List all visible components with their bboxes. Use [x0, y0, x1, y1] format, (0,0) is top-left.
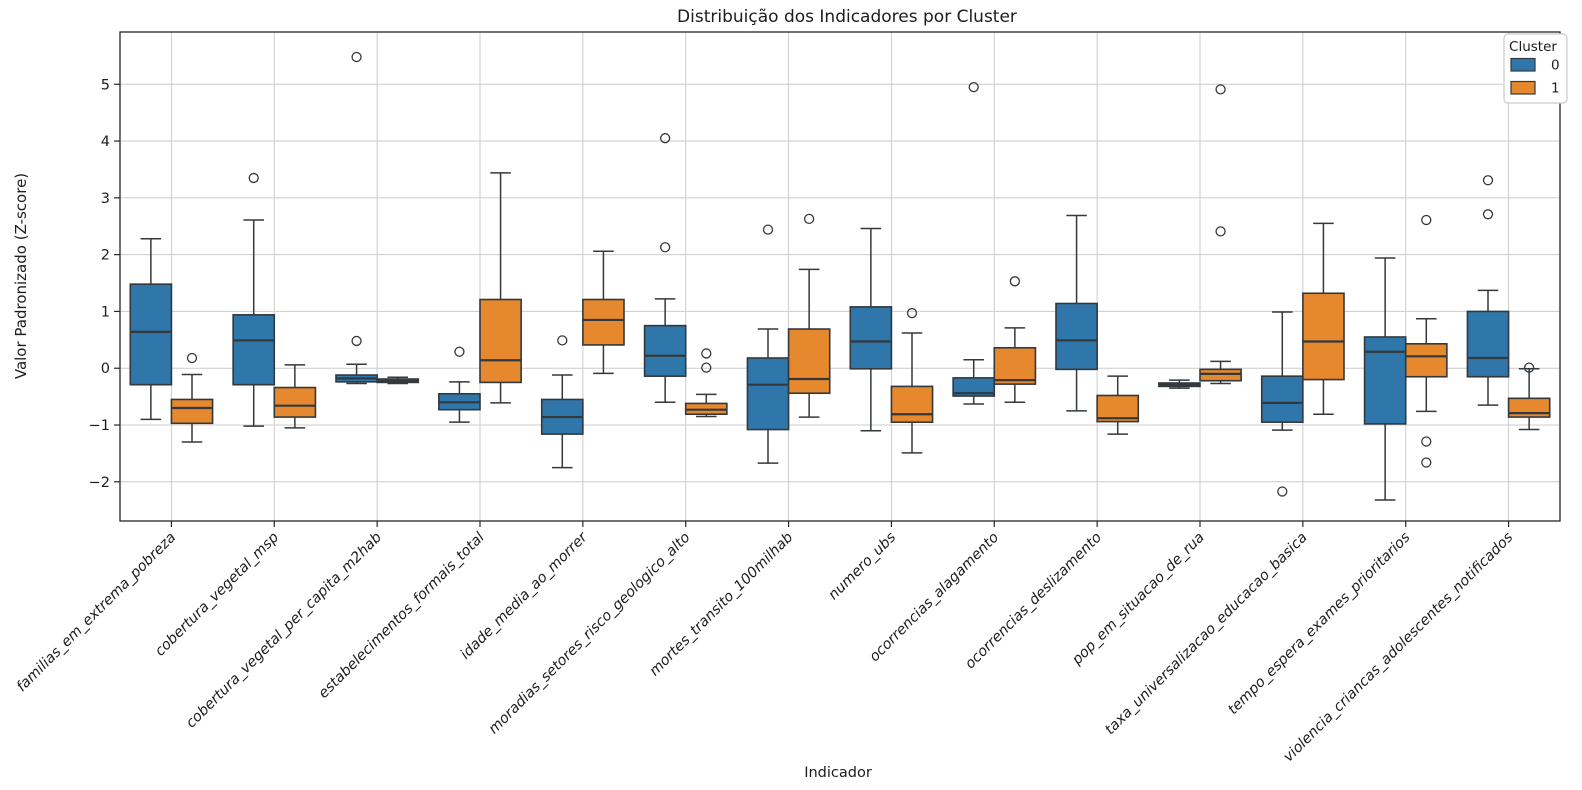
- box-cluster-1: [890, 385, 934, 423]
- box-cluster-1: [273, 386, 317, 418]
- outlier-point: [1482, 175, 1494, 186]
- outlier-point: [1215, 226, 1226, 237]
- legend-swatch-cluster0: [1510, 57, 1536, 72]
- box-cluster-0: [643, 324, 687, 377]
- legend: Cluster 0 1: [1503, 33, 1568, 104]
- box-cluster-1: [479, 298, 522, 384]
- box-cluster-1: [1404, 343, 1448, 378]
- axes-spines: [119, 31, 1561, 522]
- x-tick-label: numero_ubs: [826, 529, 900, 603]
- x-axis-label: Indicador: [804, 765, 872, 781]
- outlier-point: [351, 51, 362, 63]
- outlier-point: [1421, 214, 1432, 226]
- outlier-point: [248, 172, 259, 184]
- plot-area: −2 −1 0 1 2 3 4 5 familias_em_extrema_pobrezacob…: [14, 31, 1561, 765]
- chart-title: Distribuição dos Indicadores por Cluster: [677, 7, 1017, 27]
- outlier-point: [1482, 209, 1494, 220]
- outlier-point: [1215, 84, 1226, 95]
- plot-background: [120, 32, 1560, 521]
- legend-label-cluster0: 0: [1551, 58, 1560, 74]
- box-cluster-1: [1507, 397, 1551, 418]
- legend-title: Cluster: [1509, 39, 1557, 55]
- y-tick-label: 2: [101, 248, 110, 264]
- x-tick-label: violencia_criancas_adolescentes_notifica…: [1281, 529, 1517, 765]
- outlier-point: [186, 352, 198, 364]
- x-tick-label: estabelecimentos_formais_total: [316, 530, 488, 702]
- x-tick-label: tempo_espera_exames_prioritarios: [1225, 529, 1414, 718]
- box-cluster-1: [787, 328, 831, 395]
- x-tick-label: taxa_universalizacao_educacao_basica: [1102, 530, 1310, 738]
- box-cluster-1: [170, 398, 214, 425]
- y-axis-label: Valor Padronizado (Z-score): [12, 173, 30, 379]
- box-cluster-1: [1302, 292, 1345, 381]
- outlier-point: [1421, 457, 1432, 468]
- box-cluster-0: [849, 306, 893, 370]
- outlier-point: [701, 348, 712, 359]
- outlier-point: [659, 242, 671, 253]
- outlier-point: [762, 224, 774, 235]
- box-cluster-1: [582, 298, 625, 346]
- box-cluster-0: [1260, 375, 1304, 423]
- legend-label-cluster1: 1: [1551, 81, 1560, 97]
- x-tick-label: familias_em_extrema_pobreza: [14, 530, 180, 696]
- box-cluster-0: [952, 377, 996, 397]
- outlier-point: [701, 362, 712, 373]
- y-tick-label: 5: [101, 77, 110, 93]
- x-tick-label: moradias_setores_risco_geologico_alto: [486, 529, 694, 737]
- outlier-point: [454, 346, 465, 357]
- box-cluster-0: [1466, 310, 1510, 378]
- x-tick-label: cobertura_vegetal_per_capita_m2hab: [183, 530, 385, 732]
- box-cluster-0: [1363, 336, 1407, 425]
- outlier-point: [1523, 362, 1535, 373]
- box-cluster-0: [1055, 302, 1098, 371]
- outlier-point: [906, 307, 918, 319]
- box-cluster-1: [993, 346, 1037, 385]
- y-tick-label: 4: [101, 134, 110, 150]
- legend-swatch-cluster1: [1510, 80, 1536, 95]
- y-tick-label: 0: [101, 361, 110, 377]
- outlier-point: [557, 335, 568, 346]
- box-cluster-1: [1199, 368, 1242, 382]
- y-tick-label: 3: [101, 191, 110, 207]
- y-tick-label: 1: [101, 304, 110, 320]
- outlier-point: [968, 81, 979, 93]
- outlier-point: [659, 133, 671, 144]
- box-cluster-0: [232, 314, 276, 386]
- outlier-point: [351, 335, 362, 347]
- outlier-point: [803, 213, 815, 225]
- box-cluster-0: [746, 357, 790, 431]
- outlier-point: [1421, 436, 1432, 447]
- outlier-point: [1009, 276, 1021, 287]
- outlier-point: [1277, 486, 1288, 497]
- y-tick-label: −1: [89, 418, 110, 434]
- y-tick-label: −2: [89, 475, 110, 491]
- box-cluster-0: [129, 283, 173, 386]
